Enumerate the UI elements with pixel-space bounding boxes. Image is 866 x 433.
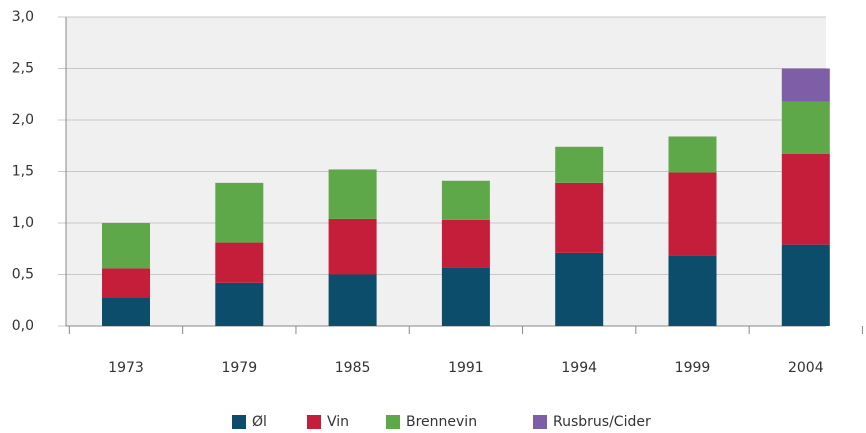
- x-tick-label: 1979: [221, 360, 257, 376]
- bar-segment: [215, 282, 264, 326]
- bar-segment: [441, 267, 490, 326]
- legend-label: Rusbrus/Cider: [553, 414, 651, 430]
- bar-segment: [102, 268, 150, 298]
- legend-swatch: [232, 415, 246, 429]
- legend-swatch: [386, 415, 400, 429]
- y-tick-label: 0,0: [12, 318, 34, 334]
- y-tick-label: 1,5: [12, 164, 34, 180]
- y-tick-label: 1,0: [12, 215, 34, 231]
- x-tick-label: 1999: [675, 360, 711, 376]
- bar-segment: [781, 68, 830, 102]
- bar-segment: [441, 219, 490, 268]
- bar-segment: [215, 242, 264, 283]
- bar-segment: [102, 297, 150, 326]
- y-tick-label: 3,0: [12, 9, 34, 25]
- bar-segment: [781, 153, 830, 245]
- bar-segment: [555, 146, 604, 183]
- x-tick-label: 2004: [788, 360, 824, 376]
- bar-segment: [668, 255, 717, 326]
- bar-segment: [102, 223, 150, 269]
- bar-segment: [555, 182, 604, 253]
- x-tick-label: 1973: [108, 360, 144, 376]
- legend-swatch: [533, 415, 547, 429]
- bar-segment: [328, 169, 377, 219]
- bar-segment: [328, 218, 377, 275]
- bar-segment: [441, 180, 490, 220]
- bar-segment: [781, 101, 830, 154]
- bar-segment: [668, 172, 717, 256]
- y-tick-label: 2,0: [12, 112, 34, 128]
- bar-segment: [328, 274, 377, 326]
- bar-segment: [781, 244, 830, 326]
- bar-segment: [215, 182, 264, 243]
- bar-segment: [555, 252, 604, 326]
- legend-label: Øl: [252, 414, 267, 430]
- legend-swatch: [307, 415, 321, 429]
- x-tick-label: 1985: [335, 360, 371, 376]
- y-tick-label: 2,5: [12, 61, 34, 77]
- x-tick-label: 1994: [561, 360, 597, 376]
- legend-label: Vin: [327, 414, 349, 430]
- x-tick-label: 1991: [448, 360, 484, 376]
- legend-label: Brennevin: [406, 414, 477, 430]
- y-tick-label: 0,5: [12, 267, 34, 283]
- bar-segment: [668, 136, 717, 173]
